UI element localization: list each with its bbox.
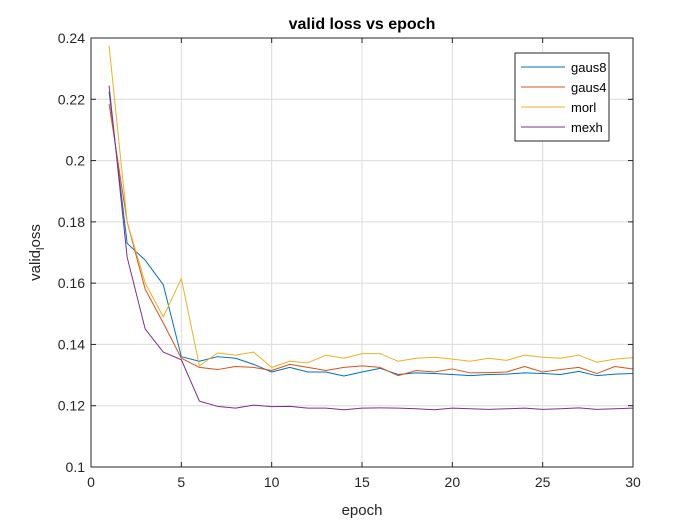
- legend-label-mexh: mexh: [571, 120, 603, 135]
- legend-label-gaus8: gaus8: [571, 60, 606, 75]
- y-axis-title: validloss: [27, 224, 47, 281]
- x-axis-title: epoch: [342, 502, 383, 519]
- x-tick-label: 25: [535, 474, 551, 490]
- series-lines: [108, 45, 634, 411]
- y-tick-label: 0.14: [58, 336, 85, 352]
- x-tick-label: 30: [625, 474, 641, 490]
- legend-label-gaus4: gaus4: [571, 80, 606, 95]
- chart-title: valid loss vs epoch: [289, 16, 436, 33]
- x-tick-label: 20: [445, 474, 461, 490]
- y-tick-label: 0.18: [58, 214, 85, 230]
- y-tick-label: 0.16: [58, 275, 85, 291]
- y-axis-title-part-2: oss: [27, 224, 44, 247]
- y-axis-title-subscript: l: [35, 248, 47, 250]
- series-line-gaus4: [108, 103, 634, 377]
- y-tick-label: 0.2: [66, 153, 86, 169]
- y-tick-label: 0.1: [66, 459, 86, 475]
- y-tick-label: 0.12: [58, 398, 85, 414]
- y-axis-title-part-1: valid: [27, 250, 44, 281]
- series-line-gaus8: [108, 91, 634, 377]
- legend-box: [514, 52, 610, 142]
- legend-label-morl: morl: [571, 100, 596, 115]
- series-line-morl: [108, 45, 634, 368]
- legend: gaus8 gaus4 morl mexh: [514, 52, 610, 142]
- legend-items: gaus8 gaus4 morl mexh: [521, 60, 606, 135]
- series-line-mexh: [108, 85, 634, 411]
- tick-labels: 0 5 10 15 20 25 30 0.1 0.12 0.14 0.16 0.18 0.2 0.22 0.…: [58, 30, 641, 490]
- x-tick-label: 0: [87, 474, 95, 490]
- x-tick-label: 15: [354, 474, 370, 490]
- x-tick-label: 5: [177, 474, 185, 490]
- y-tick-label: 0.22: [58, 91, 85, 107]
- y-tick-label: 0.24: [58, 30, 85, 46]
- axis-ticks: [90, 37, 634, 468]
- x-tick-label: 10: [264, 474, 280, 490]
